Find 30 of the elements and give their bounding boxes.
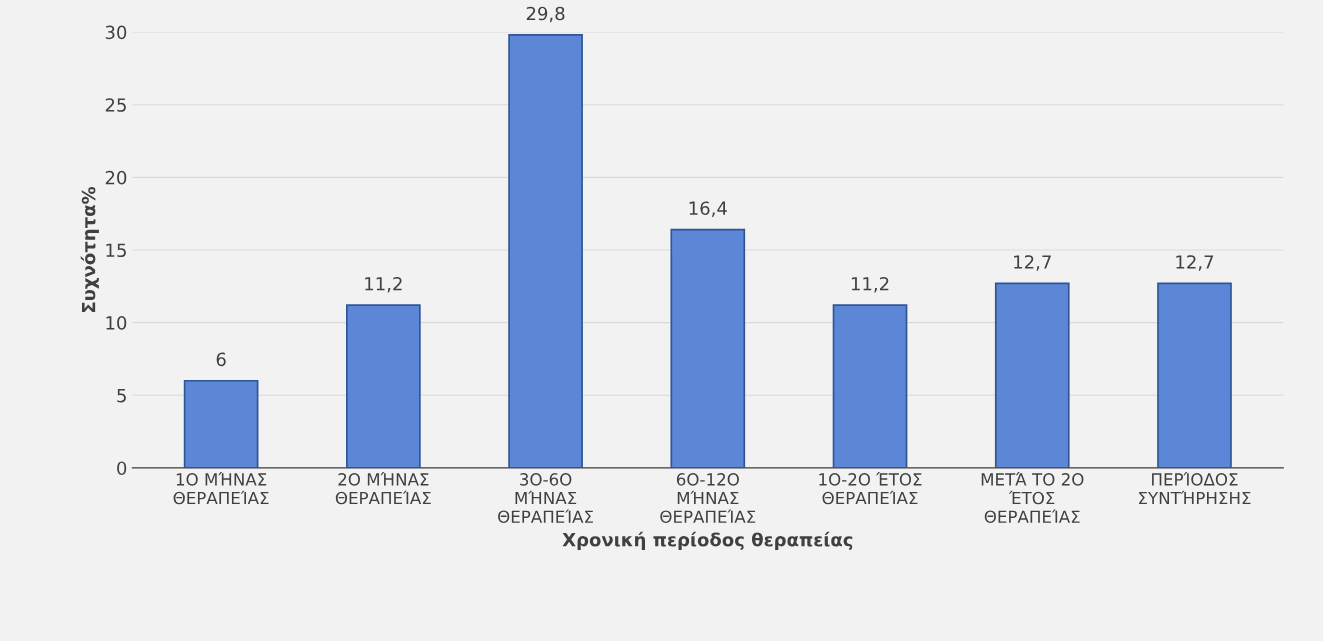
bar xyxy=(183,379,259,468)
data-label: 11,2 xyxy=(851,276,889,293)
bar xyxy=(670,228,746,468)
x-tick-label: 2Ο ΜΉΝΑΣ ΘΕΡΑΠΕΊΑΣ xyxy=(335,472,431,505)
data-label: 12,7 xyxy=(1176,255,1214,271)
data-label: 6 xyxy=(216,352,226,367)
x-tick-label: 1Ο ΜΉΝΑΣ ΘΕΡΑΠΕΊΑΣ xyxy=(173,472,269,505)
y-axis-title: Συχνότητα% xyxy=(80,186,99,312)
y-tick-label: 15 xyxy=(106,243,126,258)
data-label: 29,8 xyxy=(526,6,565,23)
x-tick-label: 3Ο-6Ο ΜΉΝΑΣ ΘΕΡΑΠΕΊΑΣ xyxy=(498,473,593,524)
y-tick-label: 30 xyxy=(105,25,127,40)
y-tick-label: 0 xyxy=(117,461,127,476)
x-tick-label: ΜΕΤΆ ΤΟ 2Ο ΈΤΟΣ ΘΕΡΑΠΕΊΑΣ xyxy=(981,472,1084,524)
x-axis-title: Χρονική περίοδος θεραπείας xyxy=(562,531,853,550)
bar xyxy=(832,304,908,468)
y-tick-label: 20 xyxy=(105,170,127,185)
data-label: 16,4 xyxy=(689,201,727,217)
y-tick-label: 25 xyxy=(105,98,126,112)
y-tick-label: 10 xyxy=(106,316,127,330)
data-label: 12,7 xyxy=(1014,255,1051,271)
data-label: 11,2 xyxy=(365,276,402,293)
y-tick-label: 5 xyxy=(117,388,126,403)
x-tick-label: 1Ο-2Ο ΈΤΟΣ ΘΕΡΑΠΕΊΑΣ xyxy=(819,472,922,505)
x-tick-label: ΠΕΡΊΟΔΟΣ ΣΥΝΤΉΡΗΣΗΣ xyxy=(1139,472,1251,505)
bar xyxy=(508,34,583,468)
bar xyxy=(994,282,1070,468)
bar xyxy=(346,304,421,468)
x-tick-label: 6Ο-12Ο ΜΉΝΑΣ ΘΕΡΑΠΕΊΑΣ xyxy=(660,473,756,524)
bar xyxy=(1157,282,1232,468)
